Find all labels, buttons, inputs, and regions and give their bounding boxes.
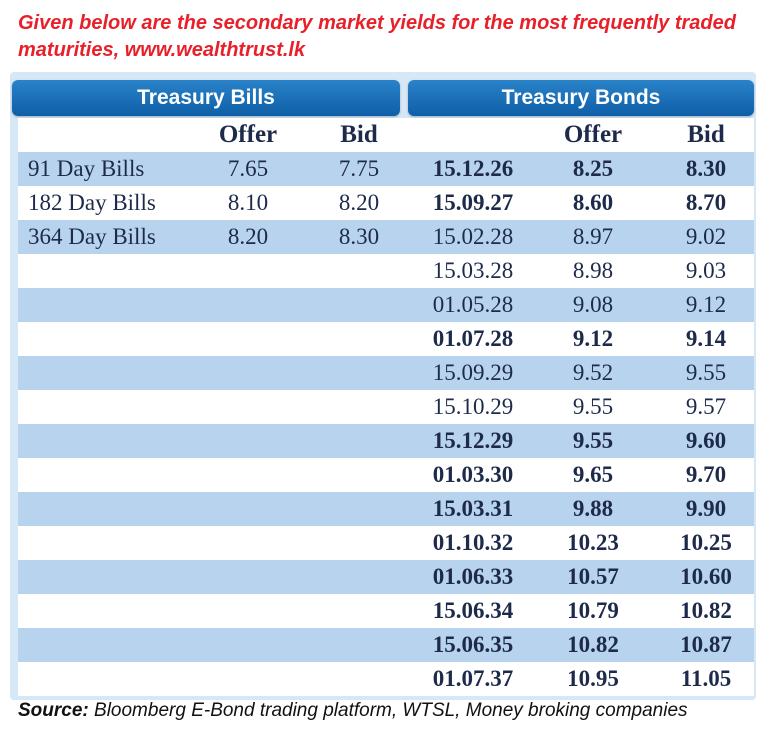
bond-offer: 10.57 (567, 564, 619, 589)
bond-offer: 9.52 (572, 360, 614, 385)
treasury-bonds-header: Treasury Bonds (408, 80, 754, 116)
bonds-offer-heading: Offer (563, 121, 623, 148)
bills-bid-heading: Bid (340, 121, 378, 148)
bond-maturity: 15.10.29 (432, 394, 514, 419)
bond-offer: 10.23 (567, 530, 619, 555)
bond-bid: 9.12 (685, 292, 727, 317)
bond-offer: 9.88 (572, 496, 614, 521)
bond-bid: 10.87 (680, 632, 732, 657)
source-text: Bloomberg E-Bond trading platform, WTSL,… (88, 700, 688, 721)
table-row: 15.03.28 8.98 9.03 (18, 254, 754, 288)
bond-maturity: 15.09.27 (432, 190, 514, 215)
bond-offer: 10.82 (567, 632, 619, 657)
bond-bid: 8.30 (685, 156, 727, 181)
bill-bid: 7.75 (338, 156, 380, 181)
headline: Given below are the secondary market yie… (18, 12, 736, 61)
bond-offer: 9.55 (572, 428, 614, 453)
bond-bid: 9.14 (685, 326, 727, 351)
bill-offer: 8.20 (227, 224, 269, 249)
bill-offer: 7.65 (227, 156, 269, 181)
bond-offer: 10.79 (567, 598, 619, 623)
bond-maturity: 15.09.29 (432, 360, 514, 385)
bond-maturity: 15.06.34 (432, 598, 514, 623)
bond-offer: 9.55 (572, 394, 614, 419)
bond-maturity: 15.12.29 (432, 428, 514, 453)
bond-bid: 10.82 (680, 598, 732, 623)
bill-offer: 8.10 (227, 190, 269, 215)
table-row: 182 Day Bills 8.10 8.20 15.09.27 8.60 8.70 (18, 186, 754, 220)
table-row: 15.06.34 10.79 10.82 (18, 594, 754, 628)
source-label: Source: (18, 700, 89, 721)
table-row: 01.05.28 9.08 9.12 (18, 288, 754, 322)
table-row: 01.03.30 9.65 9.70 (18, 458, 754, 492)
bond-bid: 10.25 (680, 530, 732, 555)
bond-bid: 9.02 (685, 224, 727, 249)
bond-offer: 8.60 (572, 190, 614, 215)
bonds-bid-heading: Bid (687, 121, 725, 148)
bill-name: 364 Day Bills (28, 224, 156, 249)
bond-bid: 9.90 (685, 496, 727, 521)
bond-maturity: 15.03.28 (432, 258, 514, 283)
column-header-row: Offer Bid Offer Bid (18, 118, 754, 152)
bill-name: 182 Day Bills (28, 190, 156, 215)
bond-bid: 11.05 (680, 666, 732, 691)
bond-maturity: 01.05.28 (432, 292, 514, 317)
table-row: 15.12.29 9.55 9.60 (18, 424, 754, 458)
table-row: 15.10.29 9.55 9.57 (18, 390, 754, 424)
table-row: 01.06.33 10.57 10.60 (18, 560, 754, 594)
bond-offer: 9.12 (572, 326, 614, 351)
bond-maturity: 01.07.37 (432, 666, 514, 691)
bond-offer: 8.97 (572, 224, 614, 249)
table-row: 15.09.29 9.52 9.55 (18, 356, 754, 390)
bond-bid: 9.60 (685, 428, 727, 453)
bond-maturity: 15.12.26 (432, 156, 514, 181)
bond-offer: 9.08 (572, 292, 614, 317)
treasury-bills-header: Treasury Bills (12, 80, 400, 116)
bill-bid: 8.20 (338, 190, 380, 215)
bond-bid: 8.70 (685, 190, 727, 215)
bond-offer: 8.25 (572, 156, 614, 181)
bills-offer-heading: Offer (218, 121, 278, 148)
source-note: Source: Bloomberg E-Bond trading platfor… (18, 700, 688, 722)
table-row: 15.06.35 10.82 10.87 (18, 628, 754, 662)
table-row: 15.03.31 9.88 9.90 (18, 492, 754, 526)
bond-maturity: 15.03.31 (432, 496, 514, 521)
bond-maturity: 15.02.28 (432, 224, 514, 249)
bond-bid: 9.55 (685, 360, 727, 385)
bill-bid: 8.30 (338, 224, 380, 249)
table-row: 01.07.28 9.12 9.14 (18, 322, 754, 356)
table-row: 364 Day Bills 8.20 8.30 15.02.28 8.97 9.02 (18, 220, 754, 254)
bond-maturity: 15.06.35 (432, 632, 514, 657)
bond-bid: 10.60 (680, 564, 732, 589)
bond-bid: 9.70 (685, 462, 727, 487)
yield-table: Offer Bid Offer Bid 91 Day Bills 7.65 7.75… (18, 118, 754, 696)
bond-offer: 10.95 (567, 666, 619, 691)
bond-maturity: 01.10.32 (432, 530, 514, 555)
bond-bid: 9.03 (685, 258, 727, 283)
bond-offer: 9.65 (572, 462, 614, 487)
bond-offer: 8.98 (572, 258, 614, 283)
bond-maturity: 01.06.33 (432, 564, 514, 589)
bill-name: 91 Day Bills (28, 156, 145, 181)
bond-maturity: 01.03.30 (432, 462, 514, 487)
table-row: 01.07.37 10.95 11.05 (18, 662, 754, 696)
table-row: 91 Day Bills 7.65 7.75 15.12.26 8.25 8.30 (18, 152, 754, 186)
table-row: 01.10.32 10.23 10.25 (18, 526, 754, 560)
bond-maturity: 01.07.28 (432, 326, 514, 351)
bond-bid: 9.57 (685, 394, 727, 419)
